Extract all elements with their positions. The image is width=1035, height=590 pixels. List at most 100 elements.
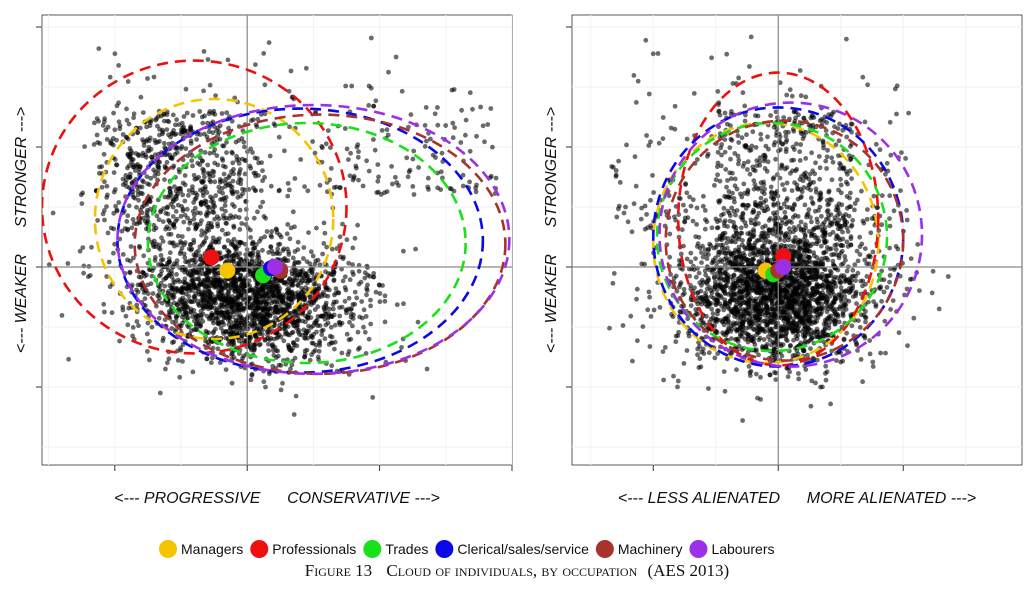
data-point: [458, 140, 464, 145]
data-point: [823, 128, 829, 133]
data-point: [156, 217, 162, 223]
data-point: [693, 307, 699, 312]
data-point: [283, 324, 289, 329]
data-point: [225, 342, 231, 347]
data-point: [116, 200, 122, 205]
data-point: [724, 121, 730, 127]
data-point: [356, 268, 362, 274]
data-point: [296, 328, 302, 333]
data-point: [189, 158, 195, 164]
data-point: [815, 315, 821, 321]
data-point: [607, 325, 612, 331]
data-point: [140, 137, 145, 143]
data-point: [279, 297, 284, 303]
data-point: [894, 111, 899, 117]
data-point: [493, 175, 499, 181]
data-point: [691, 91, 697, 96]
data-point: [241, 287, 247, 293]
data-point: [208, 221, 214, 226]
data-point: [350, 302, 356, 307]
data-point: [263, 384, 268, 390]
plot-area: [572, 15, 1022, 465]
data-point: [713, 177, 719, 183]
data-point: [268, 294, 274, 300]
data-point: [147, 182, 152, 188]
data-point: [229, 324, 234, 329]
data-point: [238, 302, 243, 308]
data-point: [642, 261, 647, 267]
data-point: [210, 268, 216, 274]
data-point: [174, 117, 180, 123]
data-point: [765, 159, 771, 165]
data-point: [288, 281, 293, 287]
y-axis-label: <--- WEAKER STRONGER --->: [13, 107, 30, 353]
data-point: [251, 318, 257, 324]
data-point: [224, 150, 229, 156]
data-point: [319, 328, 325, 334]
data-point: [208, 242, 214, 247]
data-point: [229, 351, 234, 357]
data-point: [683, 181, 688, 187]
data-point: [292, 249, 298, 254]
data-point: [821, 305, 826, 311]
data-point: [307, 261, 313, 267]
data-point: [100, 123, 106, 128]
data-point: [200, 294, 206, 300]
data-point: [117, 123, 123, 129]
data-point: [705, 153, 710, 159]
data-point: [217, 177, 223, 182]
data-point: [102, 217, 107, 223]
data-point: [275, 353, 281, 359]
data-point: [781, 115, 787, 120]
data-point: [181, 114, 187, 119]
data-point: [148, 120, 153, 125]
data-point: [802, 202, 808, 208]
data-point: [213, 326, 218, 332]
data-point: [798, 219, 804, 225]
data-point: [312, 320, 317, 326]
data-point: [706, 277, 712, 283]
data-point: [101, 151, 107, 157]
data-point: [792, 352, 798, 358]
data-point: [77, 248, 83, 254]
data-point: [188, 247, 194, 253]
data-point: [174, 272, 179, 277]
data-point: [332, 322, 338, 328]
data-point: [263, 215, 268, 221]
data-point: [228, 241, 234, 247]
data-point: [181, 242, 187, 248]
data-point: [632, 154, 638, 160]
data-point: [136, 197, 142, 203]
data-point: [286, 346, 292, 352]
data-point: [467, 179, 472, 185]
data-point: [758, 195, 764, 201]
data-point: [114, 162, 119, 168]
data-point: [214, 277, 220, 283]
data-point: [157, 159, 163, 165]
data-point: [721, 205, 727, 211]
data-point: [182, 173, 188, 178]
data-point: [233, 214, 239, 219]
data-point: [167, 310, 173, 315]
data-point: [210, 209, 215, 215]
ellipse-machinery: [133, 113, 507, 376]
data-point: [870, 359, 876, 365]
data-point: [280, 380, 285, 386]
data-point: [463, 117, 469, 123]
data-point: [339, 350, 345, 356]
data-point: [303, 331, 308, 337]
data-point: [364, 158, 369, 164]
data-point: [142, 296, 148, 301]
data-point: [251, 215, 257, 221]
data-point: [111, 250, 116, 256]
data-point: [202, 231, 208, 236]
data-point: [208, 283, 214, 289]
data-point: [207, 177, 213, 183]
data-point: [191, 172, 197, 178]
data-point: [229, 118, 235, 124]
data-point: [841, 337, 847, 343]
data-point: [288, 225, 294, 231]
data-point: [294, 337, 300, 343]
data-point: [792, 118, 798, 124]
data-point: [180, 279, 186, 285]
